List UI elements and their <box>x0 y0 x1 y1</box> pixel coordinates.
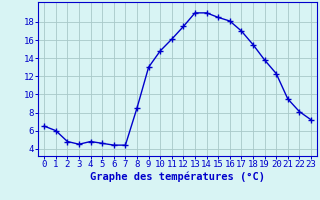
X-axis label: Graphe des températures (°C): Graphe des températures (°C) <box>90 172 265 182</box>
